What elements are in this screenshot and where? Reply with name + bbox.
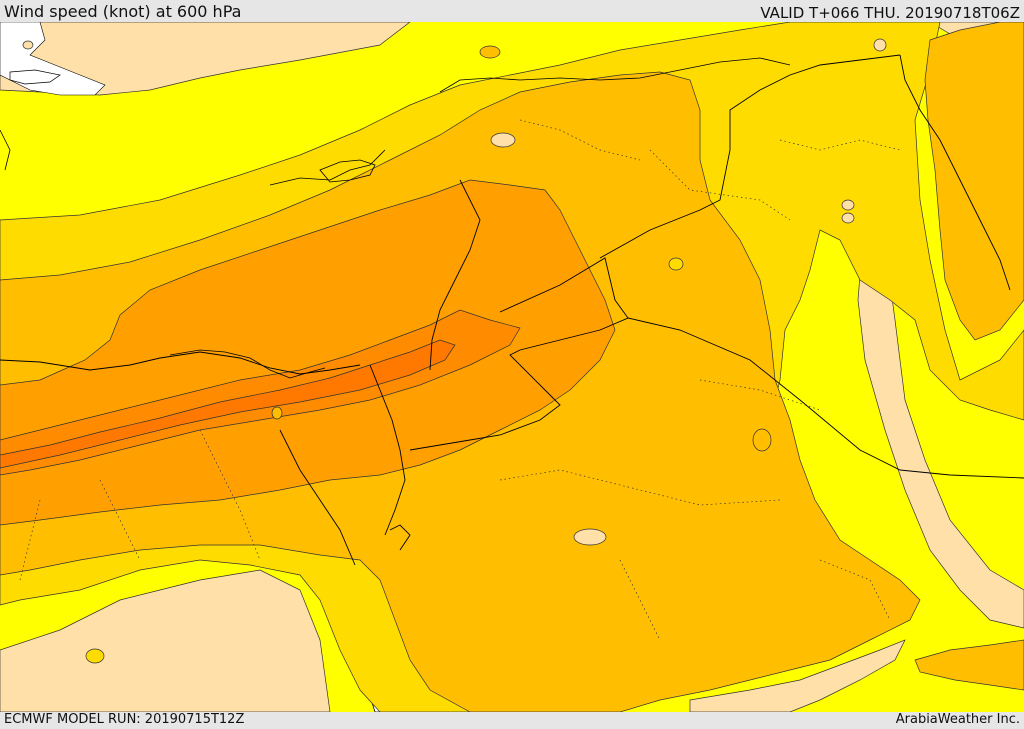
island-crete bbox=[9, 69, 61, 85]
country-borders bbox=[0, 54, 1024, 566]
model-run: ECMWF MODEL RUN: 20190715T12Z bbox=[4, 712, 245, 727]
header-bar: Wind speed (knot) at 600 hPa VALID T+066… bbox=[0, 0, 1024, 22]
calm-zone-southwest bbox=[0, 569, 331, 712]
wind-band-east-2 bbox=[914, 639, 1024, 691]
wind-band-5 bbox=[0, 339, 456, 469]
local-contour-11 bbox=[22, 40, 34, 50]
local-contour-10 bbox=[271, 406, 283, 420]
footer-bar: ECMWF MODEL RUN: 20190715T12Z ArabiaWeat… bbox=[0, 712, 1024, 729]
local-contour-8 bbox=[841, 212, 855, 224]
island-cyprus bbox=[319, 159, 376, 183]
wind-band-east-1 bbox=[924, 22, 1024, 341]
credit: ArabiaWeather Inc. bbox=[895, 712, 1020, 727]
calm-zone-south-east bbox=[689, 639, 906, 712]
local-contour-7 bbox=[841, 199, 855, 211]
valid-time: VALID T+066 THU. 20190718T06Z bbox=[760, 4, 1020, 22]
map-title: Wind speed (knot) at 600 hPa bbox=[4, 2, 242, 21]
local-contour-9 bbox=[873, 38, 887, 52]
regional-borders bbox=[19, 119, 901, 641]
local-contour-2 bbox=[668, 257, 684, 271]
local-contour-4 bbox=[573, 528, 607, 546]
local-contour-3 bbox=[85, 648, 105, 664]
local-contour-1 bbox=[752, 428, 772, 452]
local-contour-6 bbox=[490, 132, 516, 148]
coastlines bbox=[0, 57, 791, 379]
calm-zone-north bbox=[0, 22, 411, 96]
map-canvas bbox=[0, 22, 1024, 712]
local-contour-5 bbox=[479, 45, 501, 59]
wind-speed-map bbox=[0, 22, 1024, 712]
